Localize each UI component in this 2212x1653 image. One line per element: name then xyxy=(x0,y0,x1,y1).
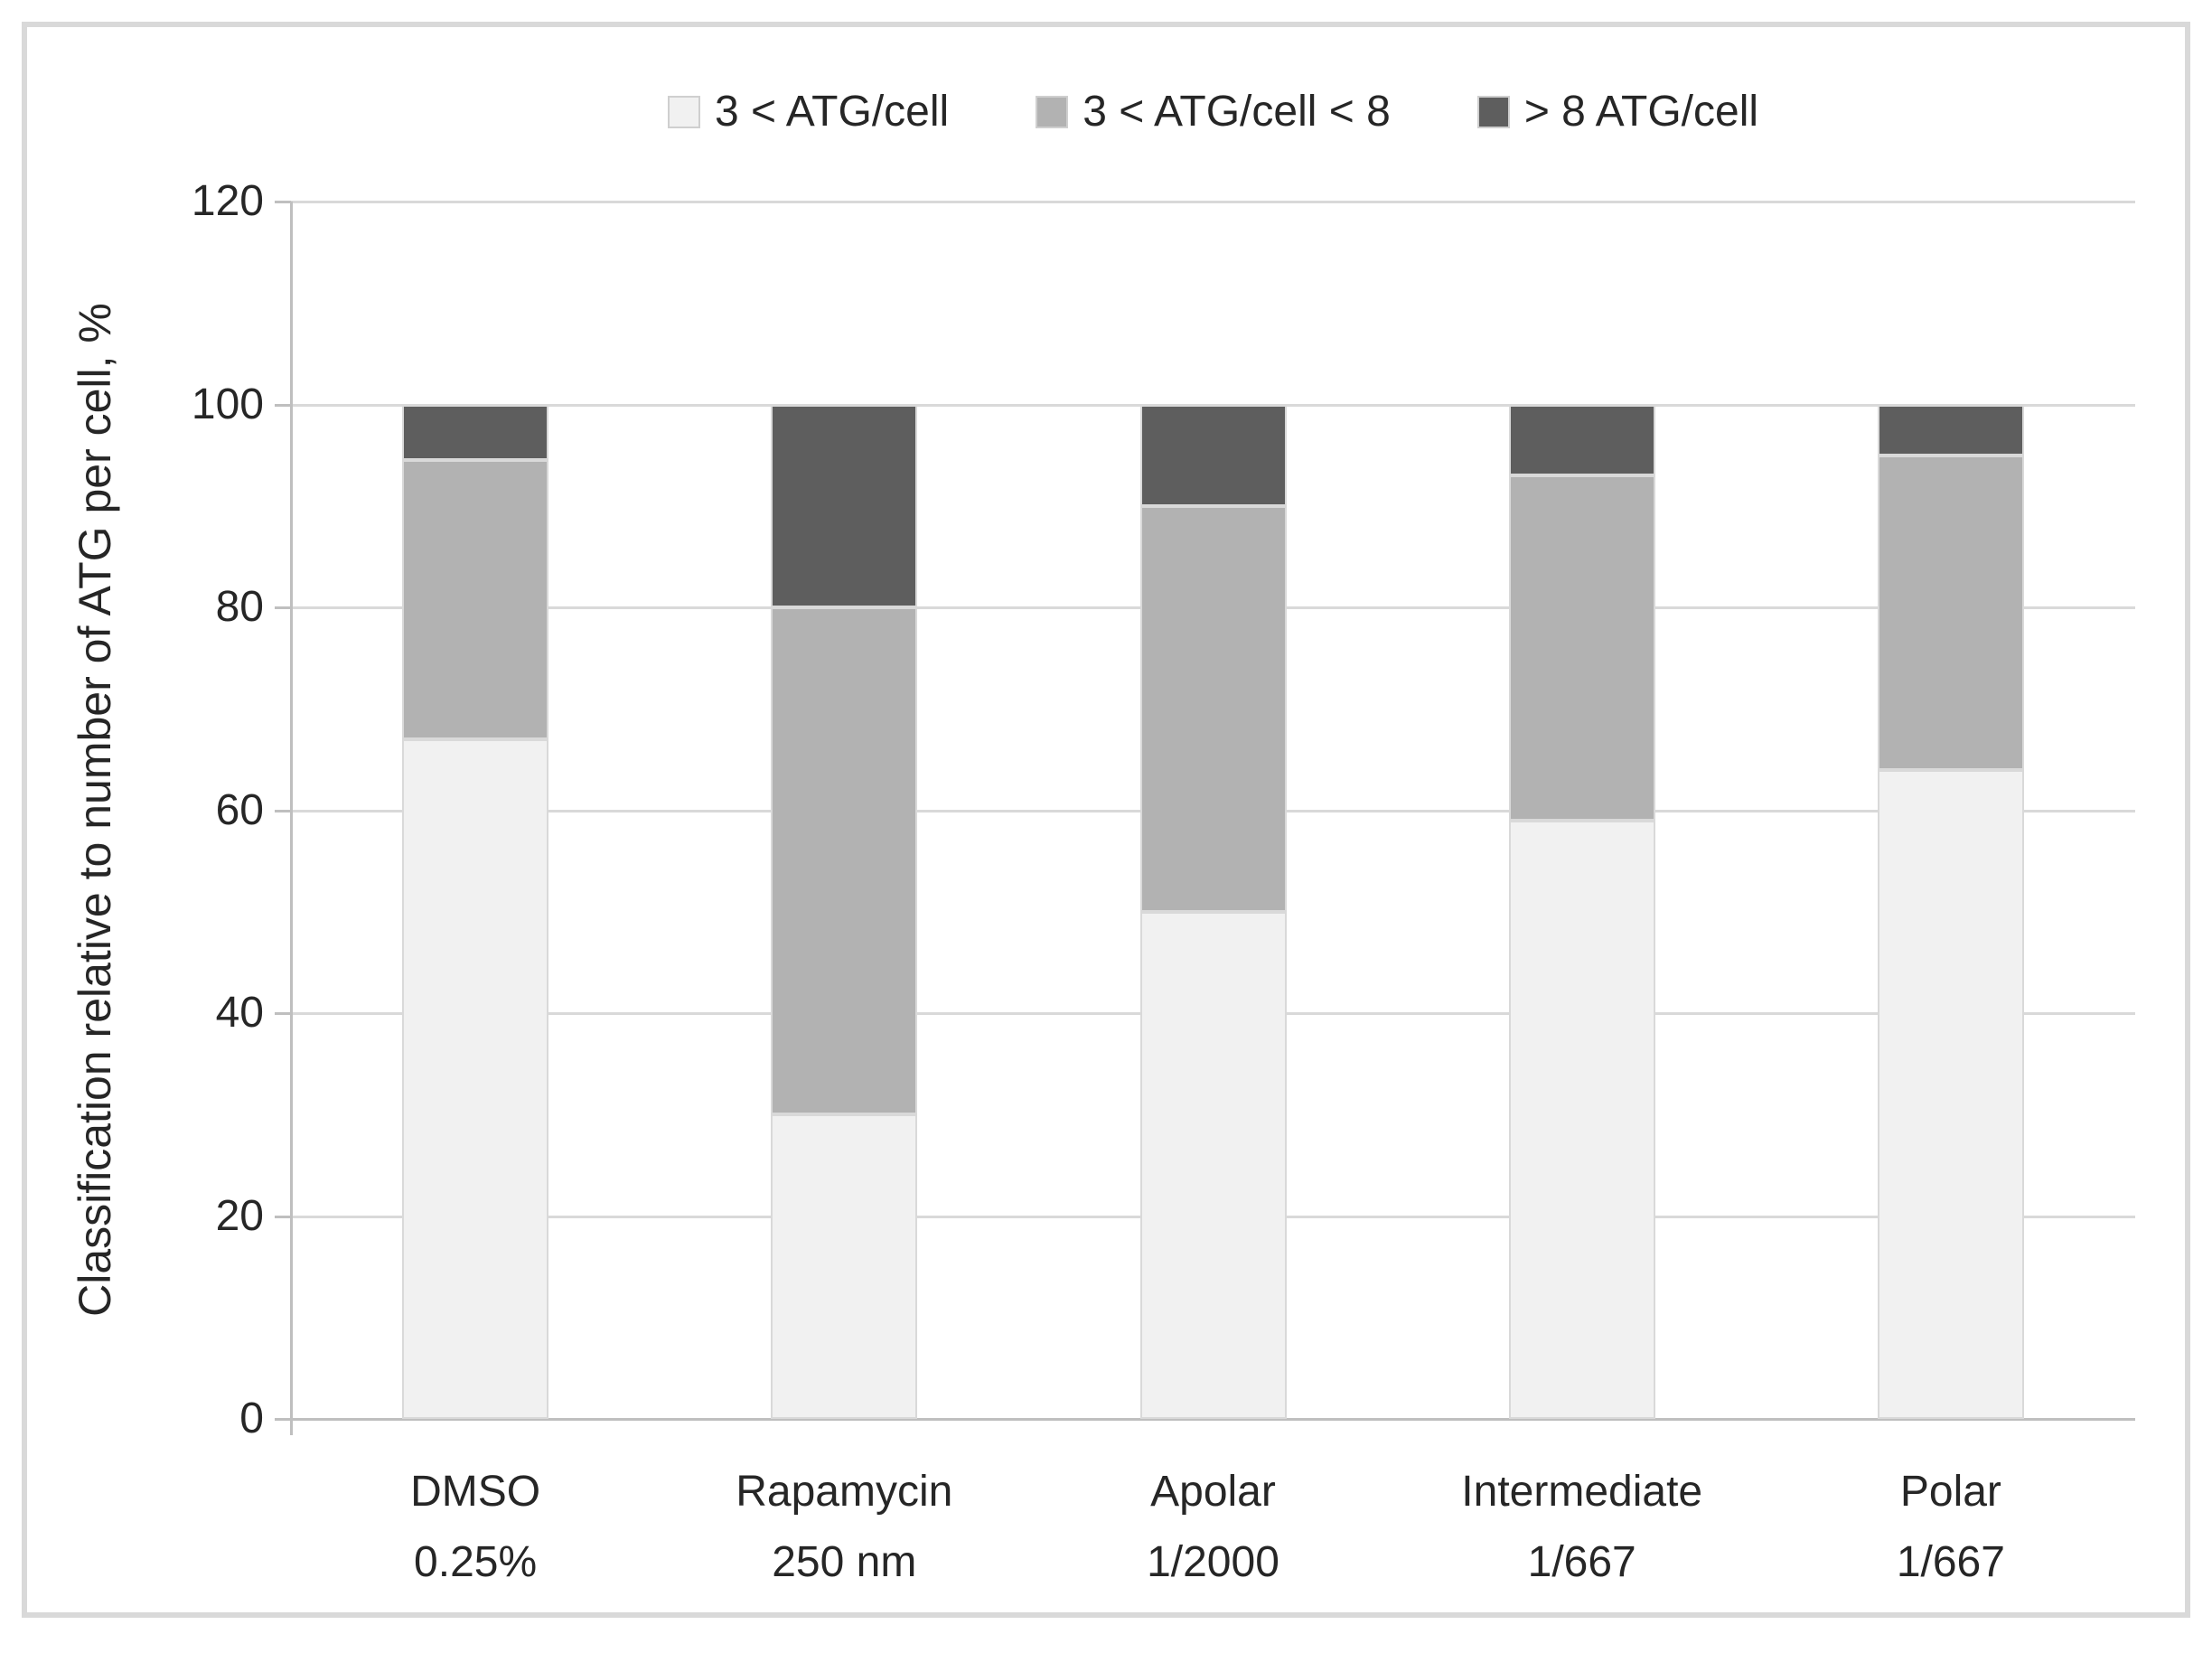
y-axis-tick xyxy=(275,809,291,812)
bar-segment xyxy=(771,607,918,1115)
legend-swatch-icon xyxy=(667,96,700,128)
y-tick-label: 0 xyxy=(239,1395,264,1442)
x-category-label-line2: 1/667 xyxy=(1896,1538,2005,1586)
bar-segment xyxy=(1877,455,2024,770)
x-category-label-line2: 1/667 xyxy=(1527,1538,1636,1586)
bar-segment xyxy=(1508,404,1655,476)
bar-segment xyxy=(771,1114,918,1419)
x-category-label-line1: DMSO xyxy=(410,1468,541,1516)
x-category-label: Intermediate 1/667 xyxy=(1398,1457,1767,1598)
bar-segment xyxy=(1877,404,2024,456)
legend-item: 3 < ATG/cell xyxy=(667,88,950,136)
bar-segment xyxy=(402,404,549,461)
y-axis-tick xyxy=(275,201,291,203)
bar-segment xyxy=(402,738,549,1419)
x-category-label-line2: 1/2000 xyxy=(1147,1538,1279,1586)
legend-item: > 8 ATG/cell xyxy=(1476,88,1759,136)
legend-swatch-icon xyxy=(1036,96,1069,128)
x-category-label: Polar 1/667 xyxy=(1767,1457,2135,1598)
x-category-label-line1: Intermediate xyxy=(1461,1468,1703,1516)
gridline xyxy=(291,201,2135,203)
y-tick-label: 60 xyxy=(215,785,264,834)
y-tick-label: 80 xyxy=(215,583,264,631)
y-axis-tick xyxy=(275,1215,291,1218)
x-category-label-line1: Rapamycin xyxy=(736,1468,953,1516)
x-category-label-line2: 0.25% xyxy=(414,1538,538,1586)
bar-segment xyxy=(1139,404,1287,506)
y-axis-tick xyxy=(275,606,291,609)
bar-segment xyxy=(1508,820,1655,1419)
x-category-label: Apolar 1/2000 xyxy=(1028,1457,1397,1598)
y-axis-tick xyxy=(275,1012,291,1015)
x-category-label: DMSO 0.25% xyxy=(291,1457,660,1598)
bar-segment xyxy=(1508,475,1655,821)
x-axis-line xyxy=(291,1418,2135,1421)
legend-swatch-icon xyxy=(1476,96,1510,128)
x-category-label-line2: 250 nm xyxy=(772,1538,917,1586)
x-category-label: Rapamycin 250 nm xyxy=(660,1457,1028,1598)
y-tick-label: 40 xyxy=(215,989,264,1037)
legend-item: 3 < ATG/cell < 8 xyxy=(1036,90,1391,134)
y-tick-label: 20 xyxy=(215,1191,264,1240)
y-tick-label: 120 xyxy=(191,177,264,225)
y-axis-line xyxy=(290,202,293,1435)
legend: 3 < ATG/cell 3 < ATG/cell < 8 > 8 ATG/cell xyxy=(291,90,2135,134)
y-axis-tick xyxy=(275,403,291,407)
bar-segment xyxy=(771,404,918,607)
legend-label: 3 < ATG/cell < 8 xyxy=(1083,88,1391,136)
bar-segment xyxy=(1877,769,2024,1419)
y-tick-label: 100 xyxy=(191,380,264,428)
bar-segment xyxy=(1139,505,1287,912)
y-axis-tick xyxy=(275,1418,291,1421)
x-category-label-line1: Polar xyxy=(1899,1468,2001,1516)
legend-label: > 8 ATG/cell xyxy=(1523,88,1759,136)
chart-border-frame xyxy=(22,22,2190,1618)
x-category-label-line1: Apolar xyxy=(1150,1468,1276,1516)
bar-segment xyxy=(1139,911,1287,1419)
bar-segment xyxy=(402,460,549,739)
legend-label: 3 < ATG/cell xyxy=(714,88,950,136)
